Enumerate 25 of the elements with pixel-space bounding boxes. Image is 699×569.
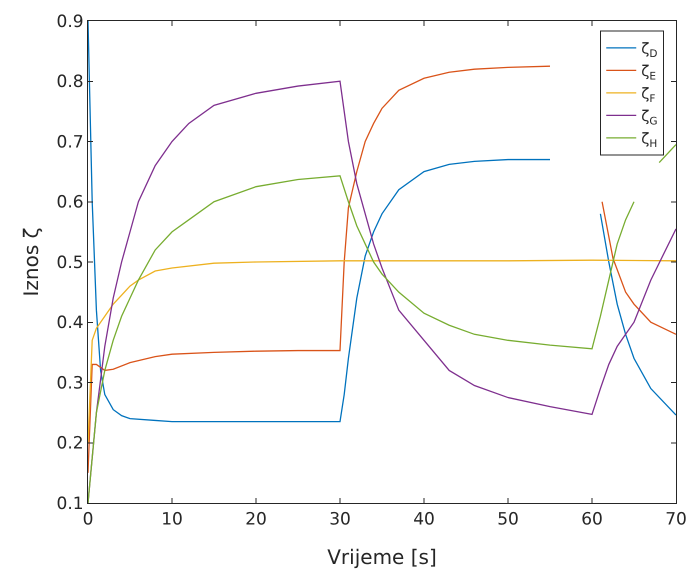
x-tick-label: 70 bbox=[665, 509, 687, 530]
y-tick-label: 0.8 bbox=[56, 72, 84, 92]
x-tick-label: 60 bbox=[581, 509, 603, 530]
x-tick-label: 40 bbox=[413, 509, 435, 530]
x-axis-title: Vrijeme [s] bbox=[327, 545, 437, 569]
y-tick-label: 0.6 bbox=[56, 192, 84, 213]
x-tick-label: 50 bbox=[497, 509, 519, 530]
legend-label: ζ$_{E}$ bbox=[641, 62, 656, 82]
legend-label: ζ$_{F}$ bbox=[641, 84, 656, 105]
legend-label: ζ$_{H}$ bbox=[641, 130, 658, 150]
line-series bbox=[88, 260, 676, 444]
legend-label: ζ$_{G}$ bbox=[641, 107, 658, 128]
legend-label: ζ$_{D}$ bbox=[641, 40, 658, 60]
y-tick-label: 0.9 bbox=[56, 12, 84, 32]
y-tick-label: 0.2 bbox=[56, 434, 84, 454]
x-tick-label: 0 bbox=[82, 509, 94, 530]
y-axis-title: Iznos ζ bbox=[19, 228, 43, 296]
y-tick-label: 0.1 bbox=[56, 494, 84, 514]
x-tick-label: 10 bbox=[161, 509, 183, 530]
y-tick-label: 0.3 bbox=[56, 373, 84, 394]
y-tick-label: 0.4 bbox=[56, 313, 84, 334]
x-tick-label: 20 bbox=[245, 509, 267, 530]
y-tick-label: 0.7 bbox=[56, 132, 84, 152]
x-tick-label: 30 bbox=[329, 509, 351, 530]
y-tick-label: 0.5 bbox=[56, 252, 84, 273]
